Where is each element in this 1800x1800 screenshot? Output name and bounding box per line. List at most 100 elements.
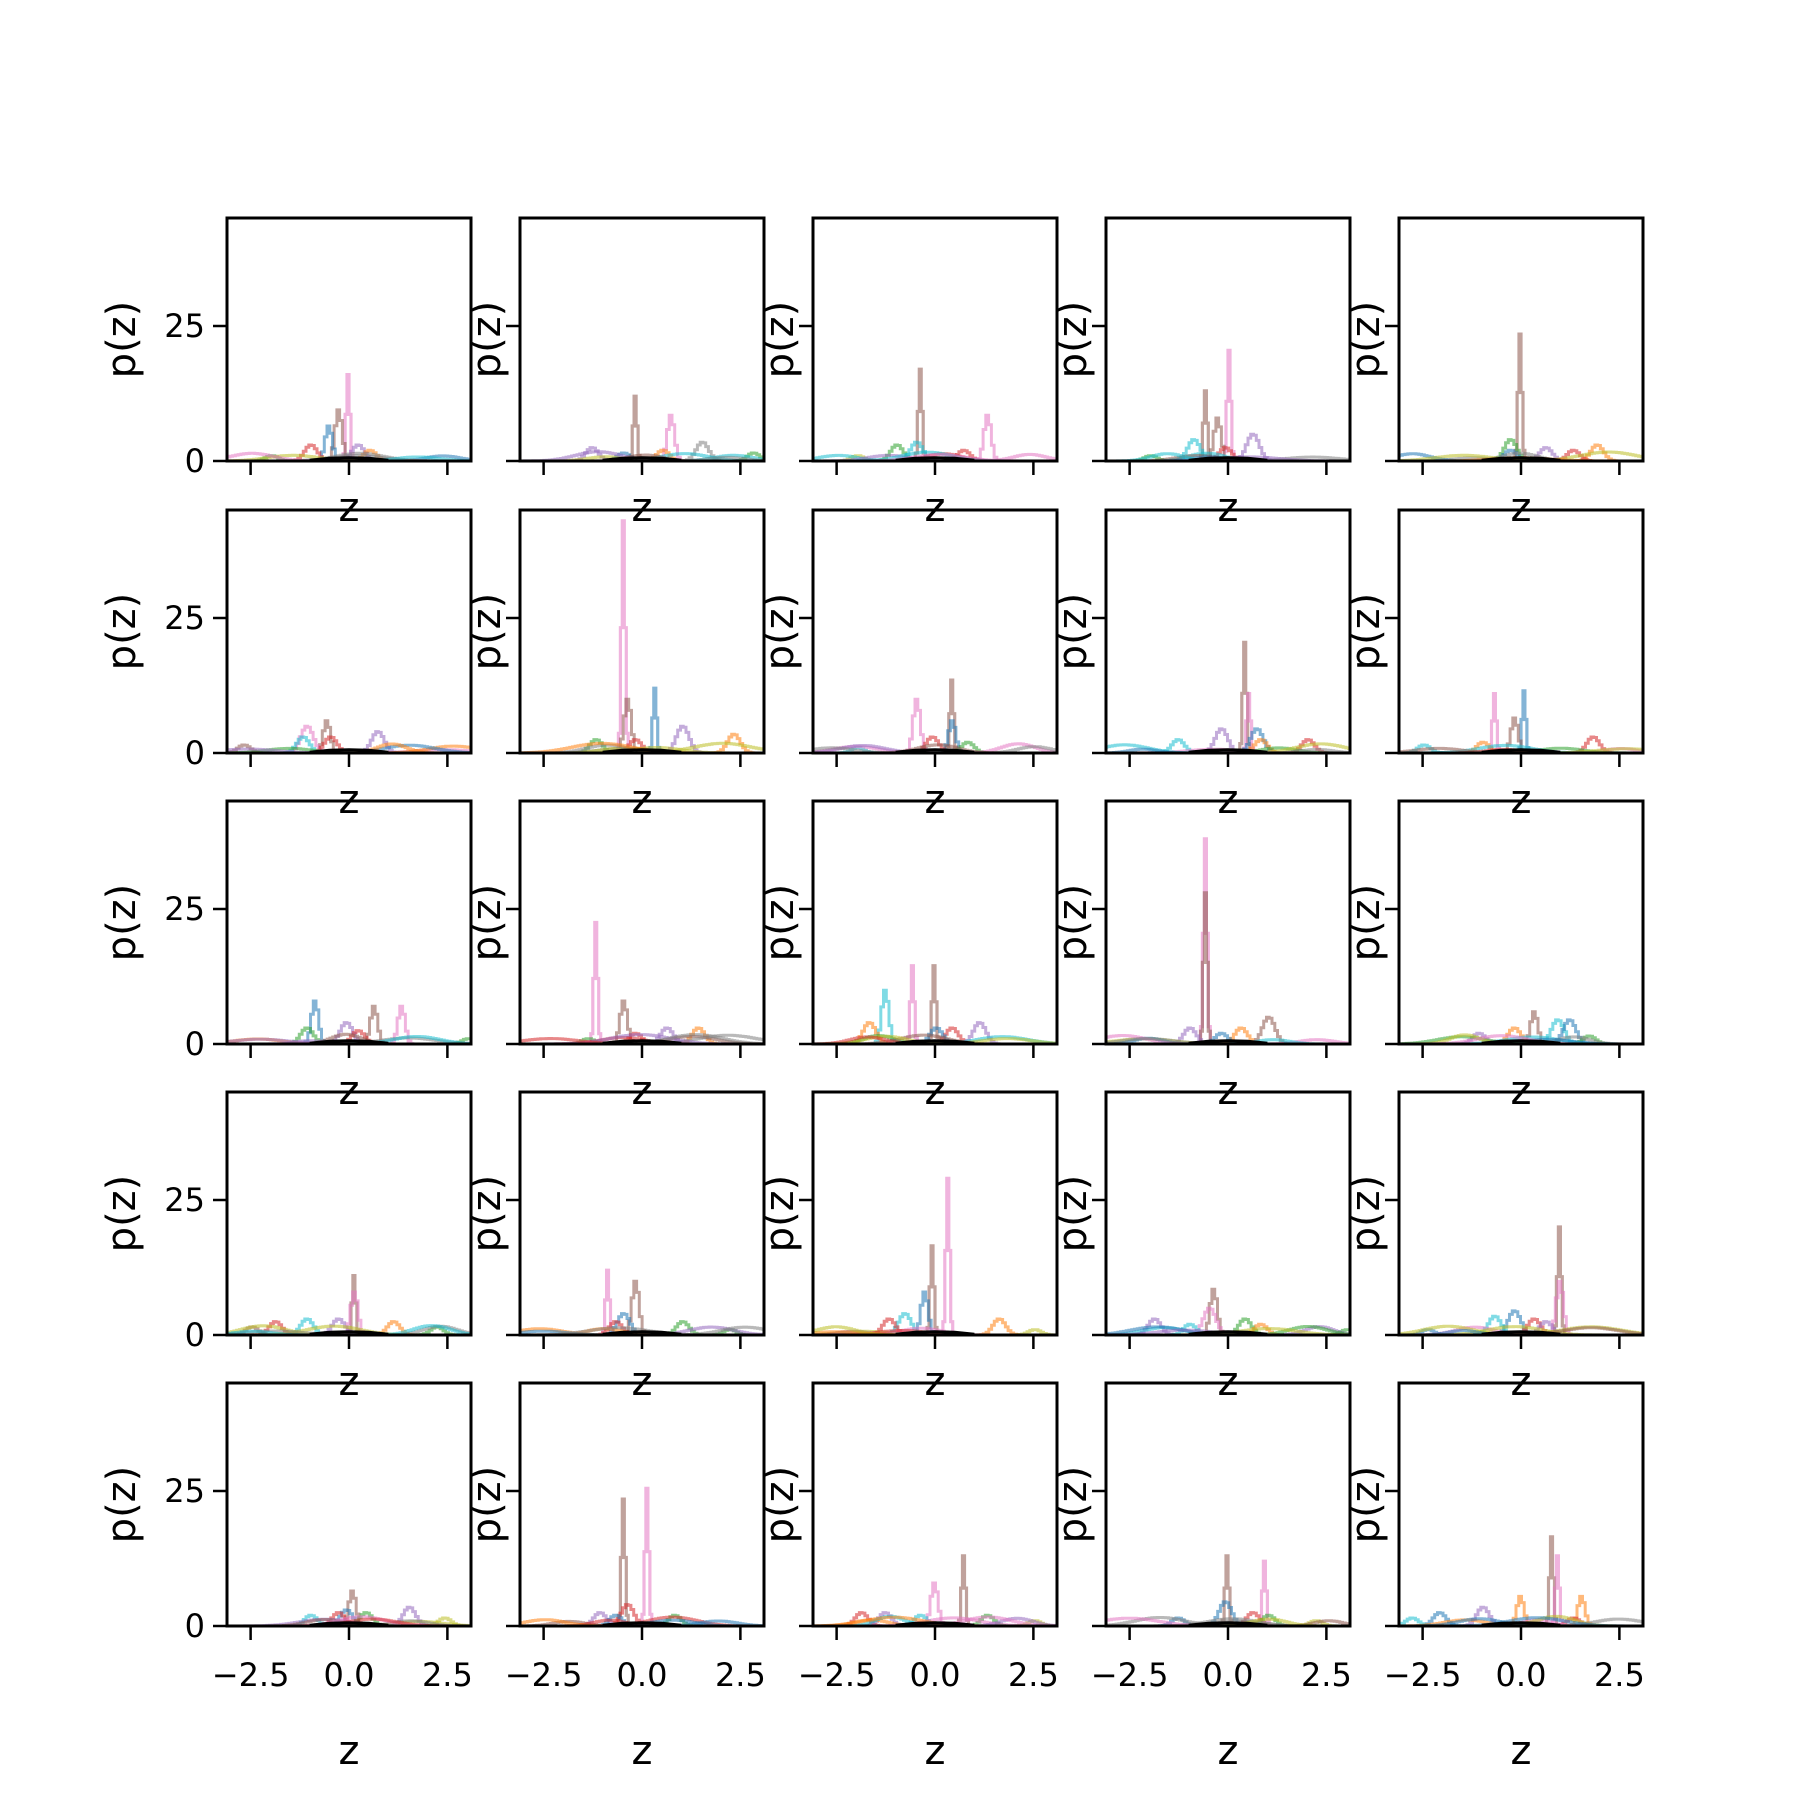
baseline-density-line (1188, 456, 1268, 461)
subplot-r4-c5: zp(z) (1343, 1090, 1645, 1405)
y-axis-label: p(z) (757, 1466, 803, 1544)
axes-frame (811, 799, 1059, 1046)
axes-frame (518, 216, 766, 463)
xtick-label: 0.0 (324, 1656, 375, 1694)
axes-frame (518, 1381, 766, 1628)
subplot-r5-c2: −2.5 0.0 2.5 z p(z) (464, 1381, 766, 1774)
series-line (952, 1554, 975, 1626)
axes-frame (1104, 1090, 1352, 1337)
xtick-label: 2.5 (1301, 1656, 1352, 1694)
y-axis-label: p(z) (1343, 884, 1389, 962)
axes-frame (811, 216, 1059, 463)
y-axis-label: p(z) (1343, 1466, 1389, 1544)
y-axis-label: p(z) (1050, 884, 1096, 962)
baseline-density-line (895, 1621, 975, 1626)
y-axis-label: p(z) (464, 593, 510, 671)
subplot-r4-c3: zp(z) (757, 1090, 1059, 1405)
xtick-label: −2.5 (1091, 1656, 1169, 1694)
subplot-r5-c5: −2.5 0.0 2.5 z p(z) (1343, 1381, 1645, 1774)
ytick-label: 0 (185, 1607, 205, 1645)
ytick-label: 0 (185, 1025, 205, 1063)
xtick-label: 2.5 (715, 1656, 766, 1694)
y-axis-label: p(z) (99, 593, 145, 671)
baseline-density-line (895, 1330, 975, 1335)
x-axis-label: z (339, 485, 360, 531)
subplot-r3-c5: zp(z) (1343, 799, 1645, 1114)
plot-area (227, 999, 471, 1044)
baseline-density-line (1481, 456, 1561, 461)
xtick-label: 2.5 (1008, 1656, 1059, 1694)
series-line (387, 1004, 416, 1044)
y-axis-label: p(z) (1050, 593, 1096, 671)
series-line (644, 686, 666, 753)
plot-area (1106, 837, 1350, 1044)
y-axis-label: p(z) (757, 884, 803, 962)
baseline-density-line (309, 748, 389, 753)
xtick-label: 0.0 (1203, 1656, 1254, 1694)
subplot-r2-c2: zp(z) (464, 508, 766, 823)
series-line (624, 394, 646, 461)
baseline-density-line (1481, 1621, 1561, 1626)
baseline-density-line (1481, 1039, 1561, 1044)
x-axis-label: z (1218, 1728, 1239, 1774)
xtick-label: 2.5 (1594, 1656, 1645, 1694)
baseline-density-line (309, 456, 389, 461)
baseline-density-line (1481, 1330, 1561, 1335)
subplot-r3-c4: zp(z) (1050, 799, 1352, 1114)
baseline-density-line (1188, 1330, 1268, 1335)
plot-area (1106, 1287, 1350, 1335)
baseline-density-line (1188, 1039, 1268, 1044)
series-line (973, 413, 1002, 461)
subplot-r2-c4: zp(z) (1050, 508, 1352, 823)
series-line (584, 920, 607, 1044)
axes-frame (225, 799, 473, 1046)
series-line (636, 1486, 658, 1626)
x-axis-label: z (1511, 485, 1532, 531)
plot-area (813, 367, 1057, 461)
x-axis-label: z (632, 485, 653, 531)
axes-frame (518, 508, 766, 755)
subplot-r2-c3: zp(z) (757, 508, 1059, 823)
x-axis-label: z (1511, 1728, 1532, 1774)
plot-area (813, 1554, 1057, 1626)
xtick-label: 2.5 (422, 1656, 473, 1694)
plot-area (520, 1486, 764, 1626)
baseline-density-line (1188, 748, 1268, 753)
y-axis-label: p(z) (99, 1175, 145, 1253)
series-line (901, 964, 924, 1044)
plot-area (1399, 1010, 1625, 1044)
y-axis-label: p(z) (464, 1466, 510, 1544)
y-axis-label: p(z) (757, 1175, 803, 1253)
baseline-density-line (895, 748, 975, 753)
y-axis-label: p(z) (1050, 1175, 1096, 1253)
series-line (937, 1176, 959, 1335)
baseline-density-line (602, 1621, 682, 1626)
subplot-r1-c3: z p(z) (757, 216, 1059, 531)
y-axis-label: p(z) (99, 884, 145, 962)
ytick-label: 25 (164, 890, 205, 928)
ytick-label: 25 (164, 599, 205, 637)
axes-frame (225, 216, 473, 463)
series-line (976, 1317, 1022, 1335)
baseline-density-line (895, 456, 975, 461)
axes-frame (1104, 508, 1352, 755)
y-axis-label: p(z) (1343, 593, 1389, 671)
ytick-label: 25 (164, 1472, 205, 1510)
subplot-r5-c1: 0 25 −2.5 0.0 2.5 z p(z) (99, 1381, 473, 1774)
subplot-r1-c4: z p(z) (1050, 216, 1352, 531)
plot-area (1399, 1225, 1643, 1335)
y-axis-label: p(z) (464, 884, 510, 962)
x-axis-label: z (339, 1728, 360, 1774)
y-axis-label: p(z) (757, 301, 803, 379)
series-line (1194, 891, 1217, 1044)
y-axis-label: p(z) (1343, 301, 1389, 379)
baseline-density-line (309, 1039, 389, 1044)
y-axis-label: p(z) (99, 1466, 145, 1544)
baseline-density-line (602, 748, 682, 753)
axes-frame (1104, 799, 1352, 1046)
ytick-label: 25 (164, 1181, 205, 1219)
axes-frame (1397, 508, 1645, 755)
